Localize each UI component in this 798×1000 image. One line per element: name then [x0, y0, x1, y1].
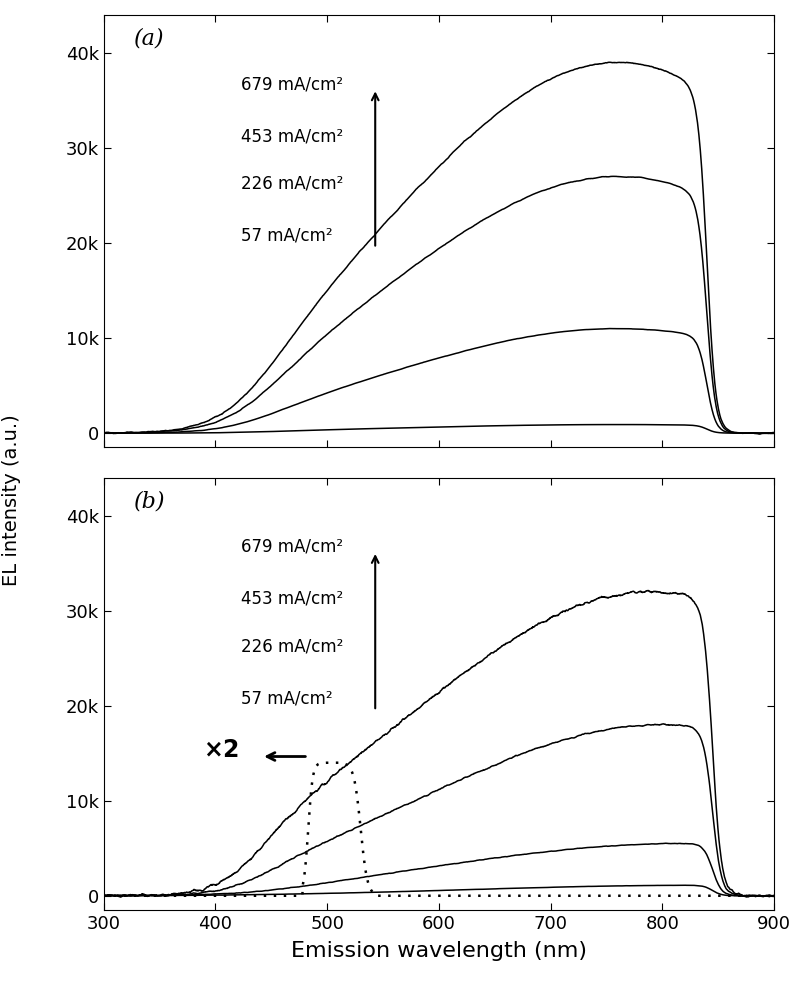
Text: $\mathbf{\times 2}$: $\mathbf{\times 2}$	[203, 738, 239, 762]
Text: 57 mA/cm²: 57 mA/cm²	[241, 227, 333, 245]
Text: 453 mA/cm²: 453 mA/cm²	[241, 127, 343, 145]
Text: 679 mA/cm²: 679 mA/cm²	[241, 538, 343, 556]
Text: 679 mA/cm²: 679 mA/cm²	[241, 75, 343, 93]
Text: 453 mA/cm²: 453 mA/cm²	[241, 590, 343, 608]
Text: EL intensity (a.u.): EL intensity (a.u.)	[2, 414, 22, 586]
Text: 226 mA/cm²: 226 mA/cm²	[241, 175, 343, 193]
Text: (a): (a)	[134, 28, 164, 50]
Text: 57 mA/cm²: 57 mA/cm²	[241, 689, 333, 707]
X-axis label: Emission wavelength (nm): Emission wavelength (nm)	[291, 941, 587, 961]
Text: (b): (b)	[134, 491, 165, 513]
Text: 226 mA/cm²: 226 mA/cm²	[241, 637, 343, 655]
